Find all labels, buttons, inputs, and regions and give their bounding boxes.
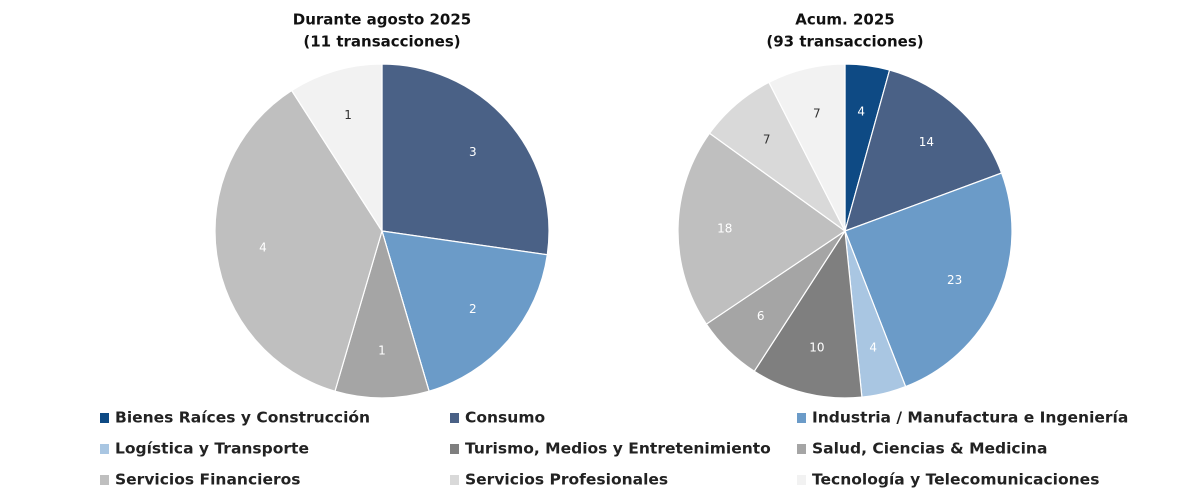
data-label: 4 <box>259 241 267 255</box>
data-label: 7 <box>813 107 821 121</box>
data-label: 1 <box>378 344 386 358</box>
legend-label: Industria / Manufactura e Ingeniería <box>812 409 1128 427</box>
pie-slice <box>290 63 383 234</box>
chart-title: Durante agosto 2025 <box>293 11 471 29</box>
legend-swatch <box>100 444 109 454</box>
data-label: 10 <box>809 340 824 354</box>
legend-label: Consumo <box>465 409 545 427</box>
legend-swatch <box>450 475 459 485</box>
legend-label: Servicios Profesionales <box>465 471 668 489</box>
data-label: 23 <box>947 273 962 287</box>
pie-slice <box>381 63 550 256</box>
data-label: 18 <box>717 221 732 235</box>
legend-label: Bienes Raíces y Construcción <box>115 409 370 427</box>
pie-slice <box>214 89 383 392</box>
legend-label: Logística y Transporte <box>115 440 309 458</box>
legend-swatch <box>797 475 806 485</box>
legend-label: Turismo, Medios y Entretenimiento <box>465 440 771 458</box>
legend-label: Salud, Ciencias & Medicina <box>812 440 1047 458</box>
pie-slice <box>768 63 846 232</box>
chart-subtitle: (11 transacciones) <box>303 33 460 51</box>
data-label: 2 <box>469 302 477 316</box>
legend-swatch <box>450 444 459 454</box>
chart-subtitle: (93 transacciones) <box>766 33 923 51</box>
pie-slice <box>677 132 847 325</box>
pie-slice <box>844 172 1013 388</box>
pie-slice <box>844 69 1003 232</box>
legend-swatch <box>450 413 459 423</box>
chart-title: Acum. 2025 <box>795 11 894 29</box>
legend-swatch <box>797 413 806 423</box>
data-label: 7 <box>763 132 771 146</box>
pie-slice <box>334 228 430 399</box>
data-label: 14 <box>919 135 934 149</box>
data-label: 4 <box>869 340 877 354</box>
legend-swatch <box>797 444 806 454</box>
data-label: 3 <box>469 145 477 159</box>
data-label: 1 <box>344 108 352 122</box>
pie-slice <box>753 229 863 399</box>
legend-label: Servicios Financieros <box>115 471 300 489</box>
legend-label: Tecnología y Telecomunicaciones <box>812 471 1099 489</box>
pie-slice <box>381 230 548 392</box>
data-label: 6 <box>757 309 765 323</box>
legend-swatch <box>100 475 109 485</box>
data-label: 4 <box>857 104 865 118</box>
legend-swatch <box>100 413 109 423</box>
